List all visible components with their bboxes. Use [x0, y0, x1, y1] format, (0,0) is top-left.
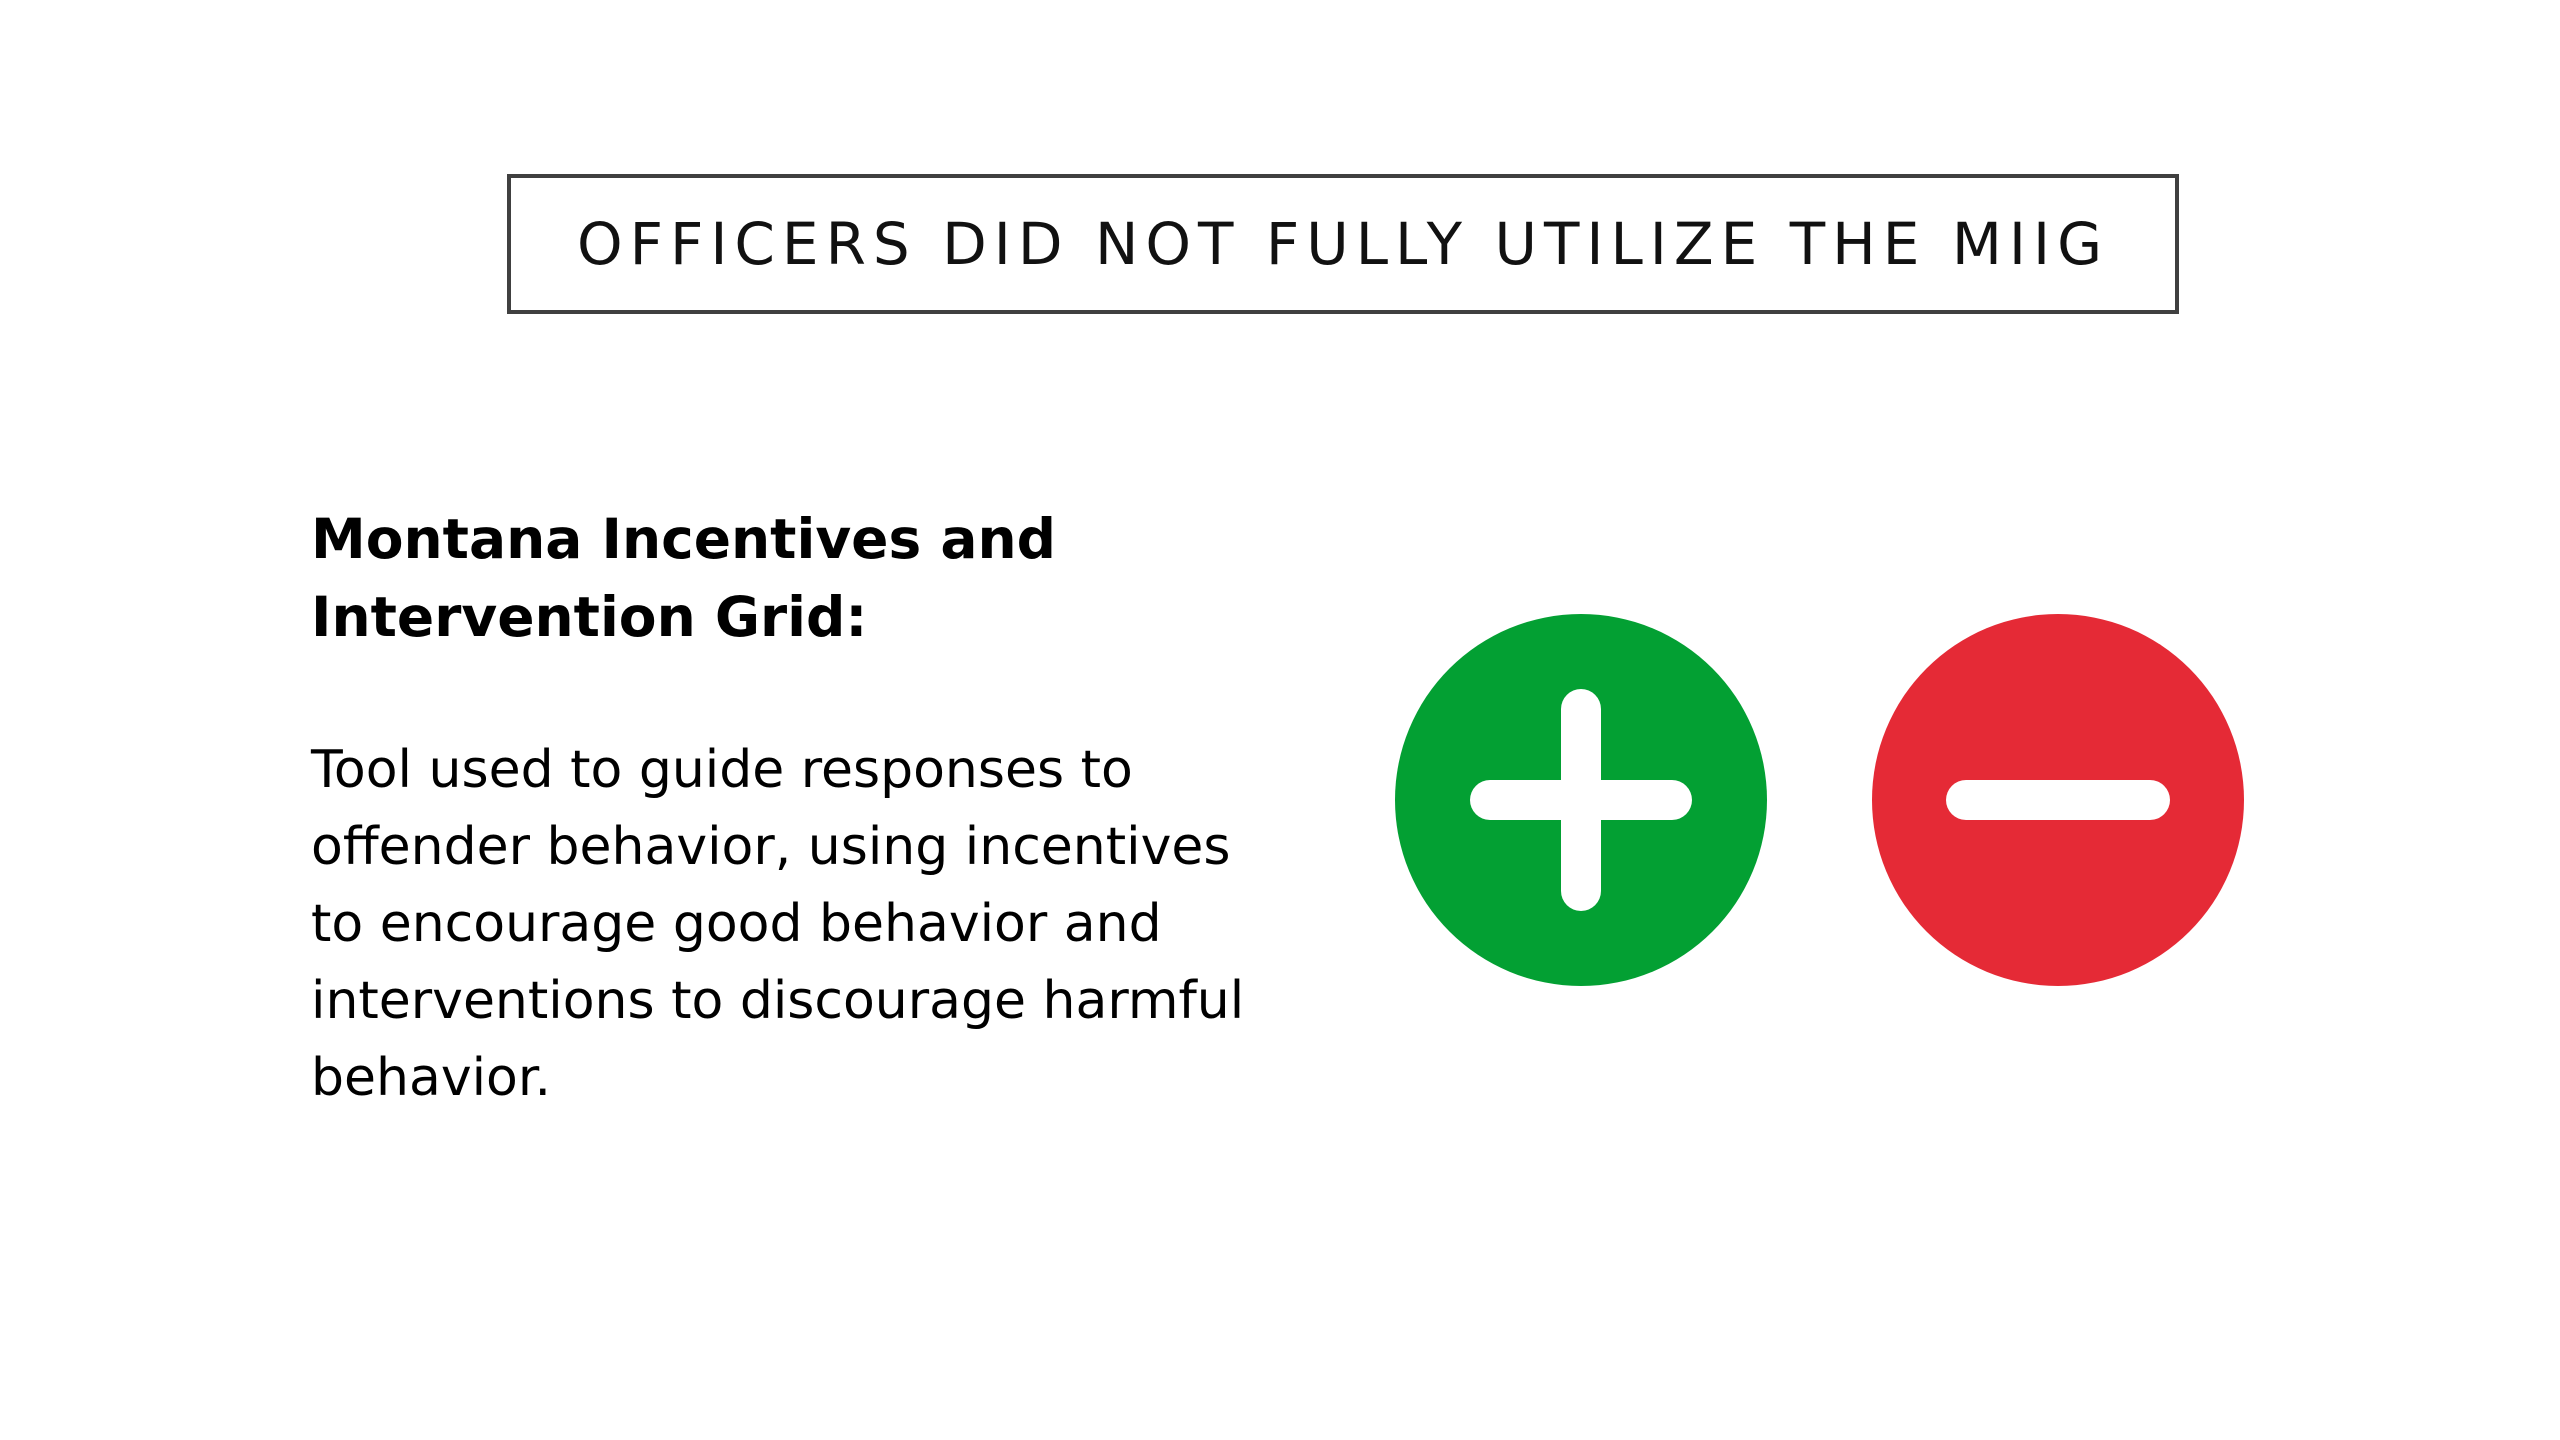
plus-icon: [1395, 614, 1767, 986]
plus-icon-vertical-bar: [1561, 689, 1601, 911]
content-block: Montana Incentives and Intervention Grid…: [311, 500, 1271, 1117]
title-box: OFFICERS DID NOT FULLY UTILIZE THE MIIG: [507, 174, 2179, 314]
minus-icon-bar: [1946, 780, 2170, 820]
slide-title: OFFICERS DID NOT FULLY UTILIZE THE MIIG: [576, 210, 2110, 278]
minus-icon: [1872, 614, 2244, 986]
content-body: Tool used to guide responses to offender…: [311, 740, 1245, 1108]
content-heading: Montana Incentives and Intervention Grid…: [311, 507, 1056, 649]
